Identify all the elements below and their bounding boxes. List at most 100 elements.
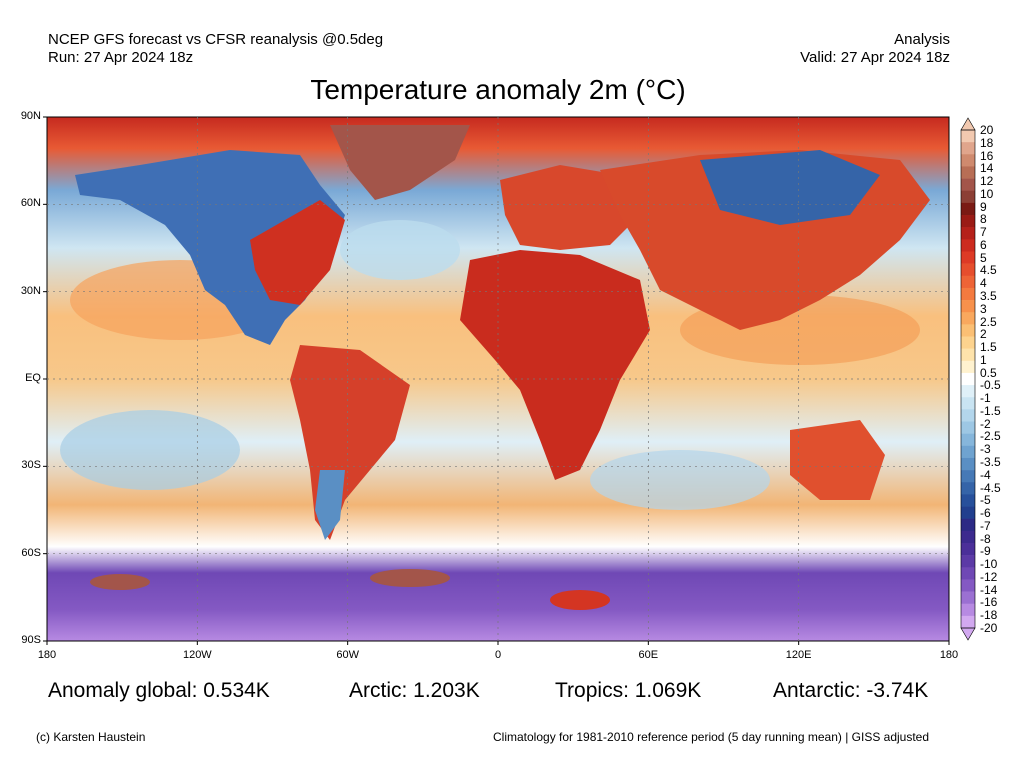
colorbar-label: -9 <box>980 544 991 559</box>
colorbar-label: 4.5 <box>980 263 997 278</box>
chart-title: Temperature anomaly 2m (°C) <box>310 74 686 105</box>
climatology-note: Climatology for 1981-2010 reference peri… <box>493 730 930 744</box>
colorbar-swatch <box>961 555 975 568</box>
colorbar-label: -3 <box>980 442 991 457</box>
colorbar-swatch <box>961 227 975 240</box>
north-america-warm-east <box>250 200 345 305</box>
colorbar-label: 3 <box>980 301 987 316</box>
colorbar-swatch <box>961 494 975 507</box>
colorbar-swatch <box>961 542 975 556</box>
longitude-tick-label: 120W <box>182 649 212 661</box>
atlantic-cool-patch <box>340 220 460 280</box>
colorbar-swatch <box>961 287 975 301</box>
colorbar-label: -8 <box>980 531 991 546</box>
indian-ocean-cool-patch <box>590 450 770 510</box>
colorbar-swatch <box>961 615 975 629</box>
colorbar-swatch <box>961 445 975 459</box>
header-run-line: Run: 27 Apr 2024 18z <box>48 49 194 66</box>
colorbar-label: 5 <box>980 250 987 265</box>
longitude-tick-label: 180 <box>939 649 959 661</box>
colorbar <box>960 117 976 641</box>
colorbar-label: -3.5 <box>980 455 1001 469</box>
arctic-anomaly: Arctic: 1.203K <box>349 679 480 702</box>
longitude-tick-label: 60W <box>336 649 359 661</box>
colorbar-label: -12 <box>980 569 998 584</box>
colorbar-swatch <box>961 190 975 204</box>
colorbar-frame <box>960 129 976 629</box>
colorbar-label: 9 <box>980 199 987 214</box>
latitude-tick-label: 90N <box>20 110 41 122</box>
colorbar-label: 8 <box>980 212 987 227</box>
colorbar-label: 10 <box>980 186 994 201</box>
south-pacific-cool-patch <box>60 410 240 490</box>
colorbar-label: 6 <box>980 237 987 252</box>
colorbar-swatch <box>961 142 975 155</box>
colorbar-swatch <box>961 251 975 264</box>
greenland-warm <box>330 125 470 200</box>
latitude-ticks <box>43 116 47 642</box>
colorbar-label: -5 <box>980 493 991 508</box>
colorbar-label: -2 <box>980 416 991 431</box>
colorbar-label: 3.5 <box>980 289 997 303</box>
colorbar-swatch <box>961 130 975 143</box>
europe-land <box>500 165 640 250</box>
colorbar-label: -7 <box>980 518 991 533</box>
tropics-anomaly: Tropics: 1.069K <box>555 679 702 702</box>
africa-land <box>460 250 650 480</box>
colorbar-swatch <box>961 433 975 447</box>
longitude-tick-label: 120E <box>785 649 812 661</box>
siberia-cool <box>700 150 880 225</box>
colorbar-label: 4 <box>980 276 987 291</box>
latitude-tick-label: 30S <box>21 459 41 472</box>
graticule <box>47 117 949 641</box>
colorbar-label: -20 <box>980 621 998 635</box>
header-model-line: NCEP GFS forecast vs CFSR reanalysis @0.… <box>48 31 384 48</box>
colorbar-swatch <box>961 421 975 434</box>
colorbar-swatch <box>961 567 975 580</box>
colorbar-top-arrow <box>960 117 976 131</box>
header-analysis-line: Analysis <box>894 31 950 48</box>
colorbar-swatch <box>961 312 975 325</box>
colorbar-label: -1.5 <box>980 403 1001 418</box>
colorbar-label: -0.5 <box>980 378 1001 393</box>
colorbar-swatch <box>961 397 975 410</box>
colorbar-swatch <box>961 360 975 374</box>
colorbar-swatch <box>961 239 975 252</box>
global-anomaly: Anomaly global: 0.534K <box>48 679 270 702</box>
colorbar-swatch <box>961 263 975 277</box>
colorbar-label: -4 <box>980 467 991 482</box>
colorbar-swatch <box>961 154 975 167</box>
colorbar-label: 16 <box>980 148 994 163</box>
latitude-tick-label: 30N <box>20 284 41 297</box>
colorbar-swatch <box>961 202 975 216</box>
colorbar-label: 20 <box>980 123 994 137</box>
colorbar-label: 0.5 <box>980 365 997 380</box>
colorbar-label: -14 <box>980 582 998 597</box>
colorbar-swatch <box>961 215 975 228</box>
colorbar-label: -4.5 <box>980 480 1001 495</box>
latitude-tick-label: 90S <box>21 634 41 646</box>
colorbar-swatch <box>961 372 975 386</box>
colorbar-label: -10 <box>980 557 998 572</box>
colorbar-swatch <box>961 385 975 398</box>
colorbar-label: -18 <box>980 608 998 623</box>
colorbar-label: 2.5 <box>980 314 997 329</box>
colorbar-label: 2 <box>980 327 987 342</box>
colorbar-swatch <box>961 603 975 617</box>
colorbar-swatch <box>961 348 975 362</box>
latitude-tick-label: 60N <box>20 197 41 210</box>
colorbar-swatch <box>961 506 975 519</box>
longitude-tick-label: 60E <box>638 649 659 661</box>
colorbar-label: -2.5 <box>980 429 1001 444</box>
colorbar-swatch <box>961 530 975 544</box>
colorbar-label: 7 <box>980 225 987 240</box>
colorbar-swatch <box>961 300 975 313</box>
east-antarctic-warm-blob <box>550 590 610 610</box>
colorbar-label: -16 <box>980 595 998 610</box>
colorbar-swatch <box>961 324 975 337</box>
longitude-ticks <box>46 641 950 645</box>
colorbar-swatch <box>961 482 975 495</box>
colorbar-label: -1 <box>980 391 991 406</box>
colorbar-swatch <box>961 579 975 592</box>
